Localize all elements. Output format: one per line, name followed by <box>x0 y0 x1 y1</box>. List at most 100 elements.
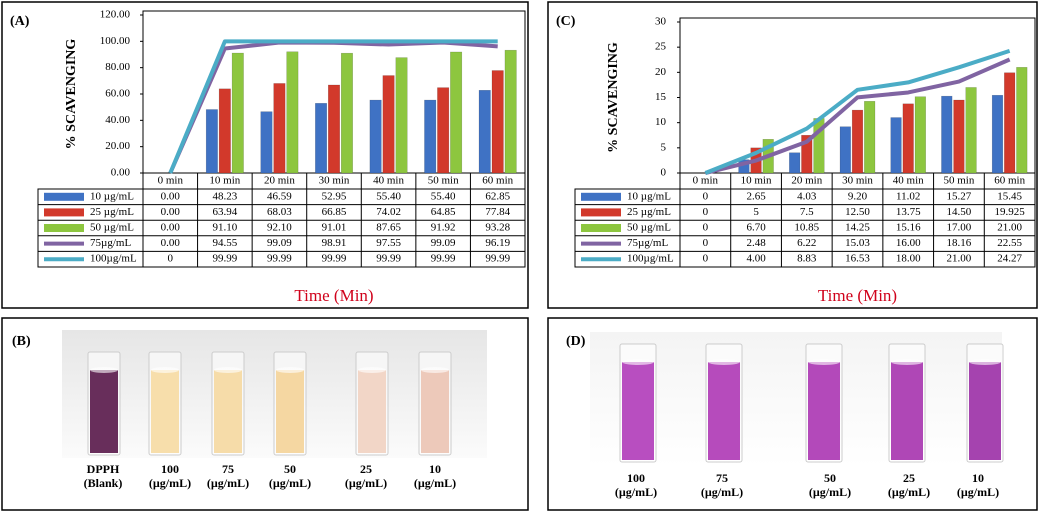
y-tick-label: 40.00 <box>105 114 130 126</box>
legend-swatch <box>581 224 621 232</box>
panel-label: (C) <box>556 14 576 29</box>
x-axis-title: Time (Min) <box>818 286 897 305</box>
cuvette-meniscus <box>151 367 179 373</box>
photo-background <box>590 332 1002 467</box>
legend-label: 100µg/mL <box>627 253 674 265</box>
panel-frame <box>547 317 1038 511</box>
bar <box>478 89 491 174</box>
panel-label: (B) <box>12 334 31 349</box>
bar <box>450 51 463 174</box>
cuvette-liquid <box>358 370 386 453</box>
bar <box>890 117 902 174</box>
table-cell: 99.99 <box>485 253 510 265</box>
table-cell: 6.22 <box>797 237 816 249</box>
x-tick-label: 20 min <box>264 175 295 187</box>
cuvette-meniscus <box>214 367 242 373</box>
table-cell: 0.00 <box>161 222 181 234</box>
line <box>704 48 1011 175</box>
cuvette-caption: 25 <box>360 462 372 476</box>
line <box>168 39 498 174</box>
table-cell: 14.50 <box>947 206 972 218</box>
table-cell: 48.23 <box>212 190 237 202</box>
x-tick-label: 60 min <box>994 175 1025 187</box>
cuvette-caption: (µg/mL) <box>888 485 930 499</box>
table-cell: 0.00 <box>161 190 181 202</box>
cuvette-caption: (µg/mL) <box>345 476 387 490</box>
legend-label: 25 µg/mL <box>627 206 671 218</box>
y-tick-label: 10 <box>655 116 667 128</box>
bar <box>382 75 395 174</box>
y-tick-label: 100.00 <box>100 35 131 47</box>
bar <box>315 103 328 174</box>
cuvette-meniscus <box>708 359 740 365</box>
cuvette-caption: (Blank) <box>84 476 123 490</box>
panel-label: (D) <box>566 334 586 349</box>
cuvette-caption: 50 <box>824 471 836 485</box>
table-cell: 55.40 <box>431 190 456 202</box>
bar <box>864 101 876 174</box>
table-cell: 15.27 <box>947 190 972 202</box>
bar <box>789 152 801 174</box>
legend-swatch <box>44 192 84 201</box>
table-cell: 99.99 <box>322 253 347 265</box>
table-cell: 10.85 <box>794 222 819 234</box>
bar <box>328 84 340 174</box>
table-cell: 21.00 <box>997 222 1022 234</box>
x-tick-label: 40 min <box>373 175 404 187</box>
bar <box>991 94 1004 174</box>
y-tick-label: 0.00 <box>111 167 131 179</box>
table-cell: 12.50 <box>845 206 870 218</box>
cuvette-liquid <box>808 362 840 460</box>
cuvette-caption: 25 <box>903 471 915 485</box>
y-tick-label: 120.00 <box>100 9 131 21</box>
bar <box>395 57 408 174</box>
table-cell: 77.84 <box>485 206 510 218</box>
legend-label: 10 µg/mL <box>627 190 671 202</box>
cuvette-liquid <box>622 362 654 460</box>
cuvette-liquid <box>708 362 740 460</box>
table-cell: 7.5 <box>800 206 814 218</box>
table-cell: 4.03 <box>797 190 817 202</box>
table-cell: 91.92 <box>431 222 456 234</box>
x-tick-label: 50 min <box>943 175 974 187</box>
bar <box>286 51 299 174</box>
table-cell: 2.65 <box>746 190 766 202</box>
table-cell: 99.99 <box>212 253 237 265</box>
bar <box>231 52 244 174</box>
cuvette-caption: (µg/mL) <box>149 476 191 490</box>
panel-frame <box>1 1 529 309</box>
cuvette-liquid <box>276 370 304 453</box>
x-tick-label: 40 min <box>893 175 924 187</box>
legend-swatch <box>44 224 84 232</box>
table-cell: 13.75 <box>896 206 921 218</box>
bar <box>1016 67 1028 174</box>
y-tick-label: 80.00 <box>105 61 130 73</box>
x-tick-label: 30 min <box>319 175 350 187</box>
table-cell: 0 <box>703 222 709 234</box>
table-cell: 93.28 <box>485 222 510 234</box>
bar <box>491 70 504 174</box>
table-cell: 6.70 <box>746 222 766 234</box>
cuvette-caption: 10 <box>429 462 441 476</box>
legend-label: 50 µg/mL <box>627 222 671 234</box>
bar <box>851 109 864 174</box>
table-cell: 21.00 <box>947 253 972 265</box>
legend-swatch <box>44 208 84 217</box>
legend-label: 75µg/mL <box>627 237 668 249</box>
table-cell: 11.02 <box>896 190 920 202</box>
bar <box>340 52 353 174</box>
cuvette-caption: 100 <box>627 471 645 485</box>
legend-label: 25 µg/mL <box>90 206 134 218</box>
legend-label: 75µg/mL <box>90 237 131 249</box>
table-cell: 62.85 <box>485 190 510 202</box>
legend-label: 50 µg/mL <box>90 222 134 234</box>
table-cell: 15.03 <box>845 237 870 249</box>
cuvette-liquid <box>421 370 449 453</box>
table-cell: 15.16 <box>896 222 921 234</box>
table-cell: 0 <box>703 206 709 218</box>
cuvette-meniscus <box>421 367 449 373</box>
bar <box>424 99 437 174</box>
line <box>704 57 1011 175</box>
table-cell: 18.16 <box>947 237 972 249</box>
